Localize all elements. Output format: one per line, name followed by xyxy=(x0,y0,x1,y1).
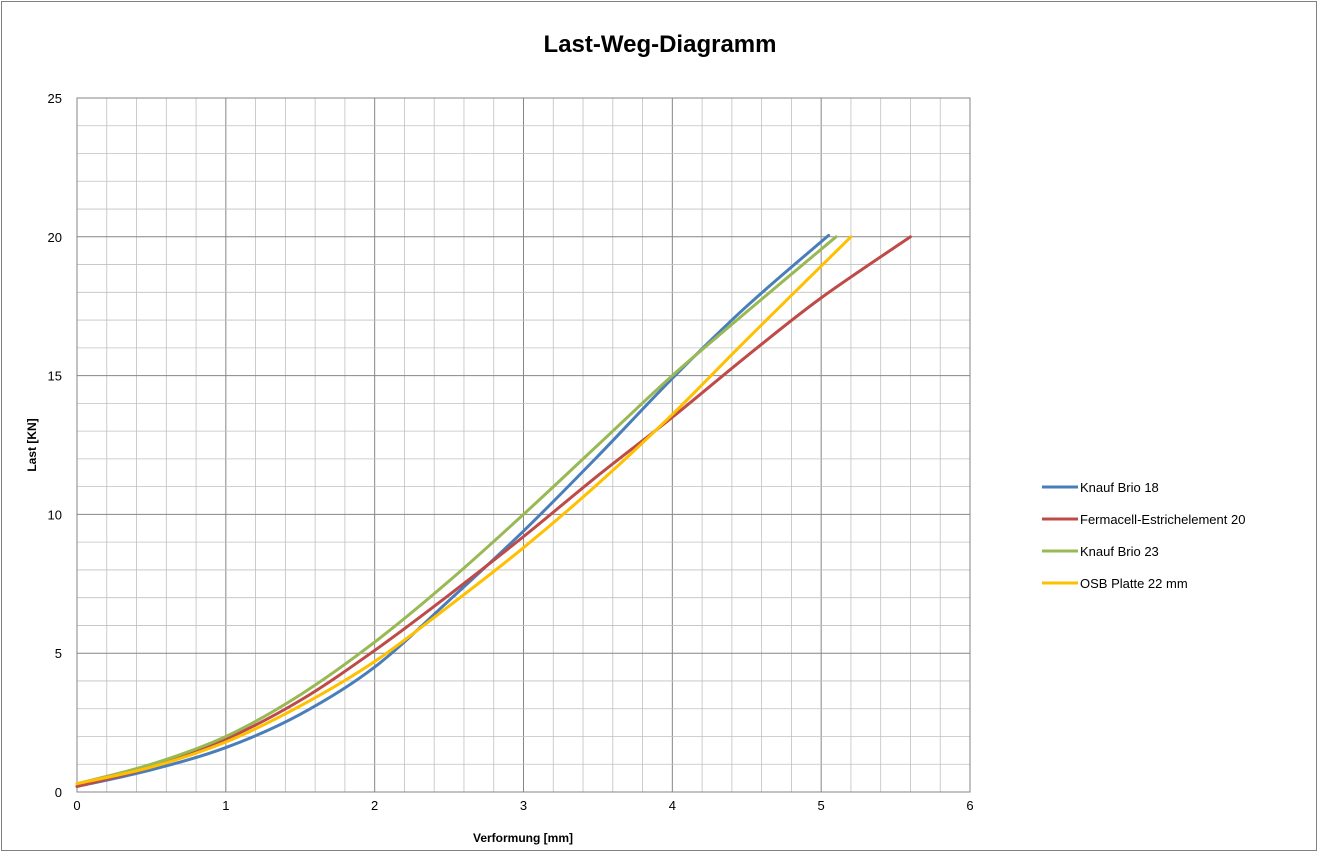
x-axis-title: Verformung [mm] xyxy=(473,831,573,845)
series-line-knauf-brio-18 xyxy=(75,233,831,788)
chart-title: Last-Weg-Diagramm xyxy=(544,31,777,58)
y-axis-title: Last [KN] xyxy=(25,418,39,471)
y-tick-label: 0 xyxy=(55,785,62,800)
series-line-osb-platte-22-mm xyxy=(75,235,853,786)
legend-label-osb-platte-22-mm: OSB Platte 22 mm xyxy=(1080,576,1188,591)
x-axis-ticks: 0 1 2 3 4 5 6 xyxy=(73,798,973,813)
plot-border xyxy=(76,97,971,793)
x-tick-label: 2 xyxy=(371,798,378,813)
x-tick-label: 0 xyxy=(73,798,80,813)
legend-label-knauf-brio-23: Knauf Brio 23 xyxy=(1080,544,1159,559)
legend: Knauf Brio 18 Fermacell-Estrichelement 20… xyxy=(1042,480,1245,591)
x-tick-label: 5 xyxy=(818,798,825,813)
y-tick-label: 10 xyxy=(48,507,62,522)
legend-label-knauf-brio-18: Knauf Brio 18 xyxy=(1080,480,1159,495)
x-tick-label: 6 xyxy=(966,798,973,813)
grid-lines xyxy=(77,98,970,792)
y-tick-label: 5 xyxy=(55,646,62,661)
x-tick-label: 3 xyxy=(520,798,527,813)
y-tick-label: 25 xyxy=(48,91,62,106)
x-tick-label: 4 xyxy=(669,798,676,813)
y-tick-label: 15 xyxy=(48,369,62,384)
y-axis-ticks: 0 5 10 15 20 25 xyxy=(48,91,62,800)
series-lines xyxy=(75,233,912,788)
series-line-knauf-brio-23 xyxy=(75,235,838,786)
legend-label-fermacell-estrichelement-20: Fermacell-Estrichelement 20 xyxy=(1080,512,1245,527)
plot-area xyxy=(76,97,971,793)
y-tick-label: 20 xyxy=(48,230,62,245)
series-line-fermacell-estrichelement-20 xyxy=(75,235,912,788)
x-tick-label: 1 xyxy=(222,798,229,813)
